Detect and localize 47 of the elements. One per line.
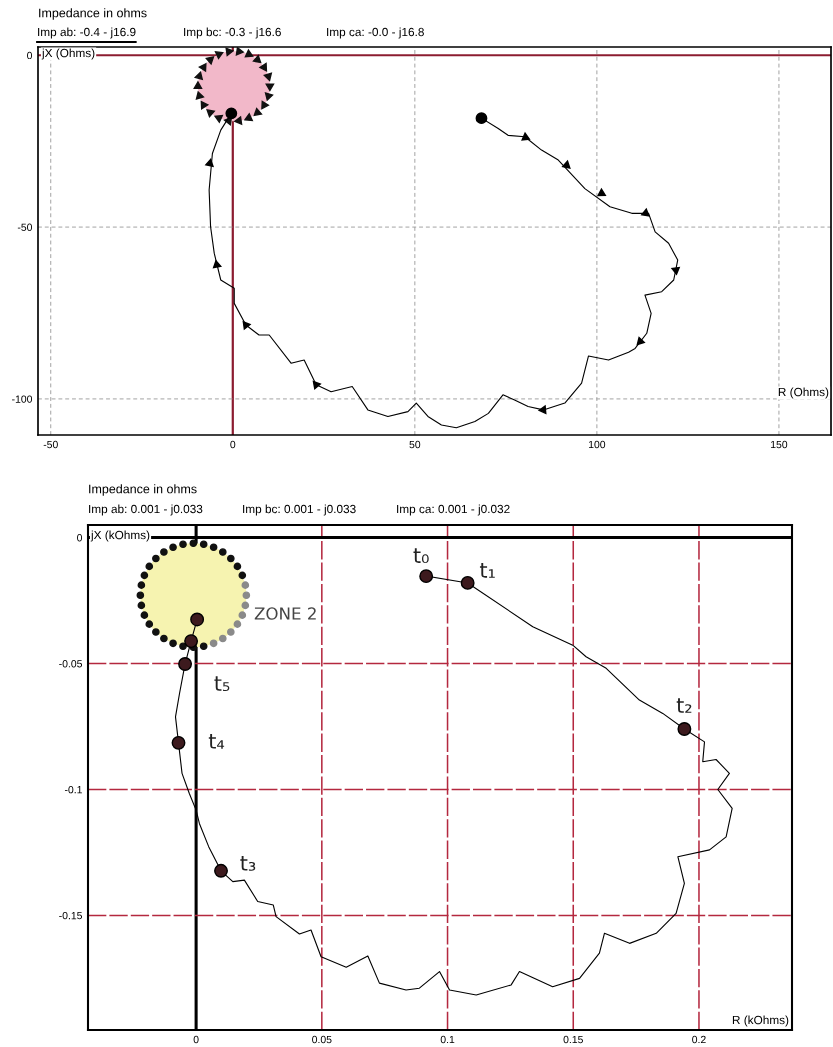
annotation: t₀: [413, 548, 429, 564]
point: [212, 260, 222, 269]
text: Imp ab: 0.001 - j0.033: [89, 504, 203, 516]
annotation: t₃: [240, 855, 256, 871]
y-axis-title: jX (kOhms): [90, 530, 150, 542]
chart-title: Impedance in ohms: [39, 8, 147, 20]
y-tick-label: -100: [12, 395, 33, 403]
point: [205, 158, 214, 167]
y-tick-label: -0.1: [64, 785, 82, 794]
point: [636, 336, 645, 346]
text: Imp ab: -0.4 - j16.9: [38, 27, 136, 39]
text: Imp bc: -0.3 - j16.6: [184, 27, 281, 39]
point: [562, 160, 571, 169]
point: [597, 188, 607, 197]
x-tick-label: -50: [43, 440, 58, 449]
x-tick-label: 100: [588, 440, 606, 449]
point: [538, 405, 547, 415]
y-tick-label: 0: [27, 51, 33, 60]
y-tick-label: -0.05: [59, 660, 83, 668]
annotation: ZONE 2: [254, 607, 316, 620]
x-axis-title: R (Ohms): [778, 387, 829, 399]
y-tick-label: 0: [77, 534, 83, 542]
x-tick-label: 0: [193, 1035, 199, 1044]
annotation: t₂: [676, 698, 692, 713]
chart-title: Impedance in ohms: [89, 484, 197, 496]
text: Imp bc: 0.001 - j0.033: [243, 504, 356, 516]
x-tick-label: 0.15: [563, 1035, 583, 1044]
x-tick-label: 50: [409, 440, 421, 449]
annotation: t₁: [479, 563, 495, 578]
point: [312, 380, 321, 390]
y-tick-label: -0.15: [59, 911, 83, 920]
x-tick-label: 0.2: [692, 1035, 706, 1044]
x-axis-title: R (kOhms): [732, 1015, 789, 1027]
point: [521, 132, 531, 141]
y-tick-label: -50: [17, 223, 33, 231]
x-tick-label: 0.05: [312, 1035, 332, 1044]
x-tick-label: 0.1: [440, 1035, 455, 1044]
point: [242, 321, 251, 330]
text: Imp ca: -0.0 - j16.8: [327, 27, 424, 39]
text: Imp ca: 0.001 - j0.032: [397, 504, 510, 516]
x-tick-label: 150: [771, 440, 788, 449]
annotation: t₄: [208, 733, 225, 749]
annotation: t₅: [214, 676, 230, 692]
y-axis-title: jX (Ohms): [41, 48, 95, 60]
point: [641, 208, 650, 217]
x-tick-label: 0: [230, 440, 236, 449]
point: [671, 266, 680, 275]
